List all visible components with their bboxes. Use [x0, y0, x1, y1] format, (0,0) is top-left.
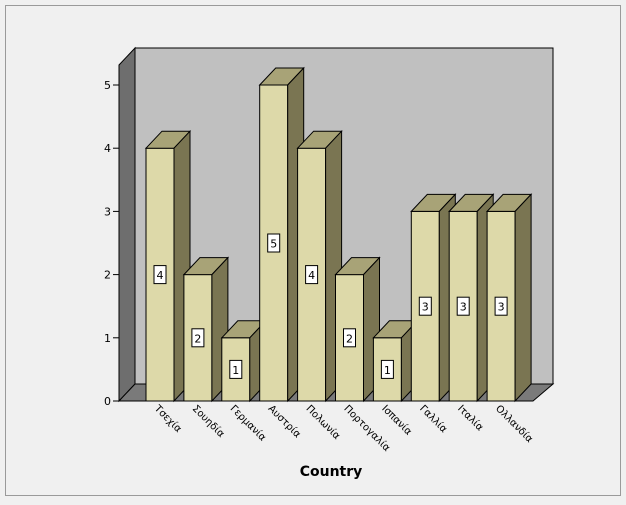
- x-tick-label: Γερμανία: [228, 403, 269, 444]
- x-tick-label: Ιταλία: [455, 403, 486, 434]
- data-label-box: [229, 359, 243, 379]
- bar: 1: [220, 319, 267, 403]
- data-label-box: [305, 265, 319, 285]
- data-label: 3: [498, 301, 505, 314]
- y-tick-label: 0: [104, 395, 111, 408]
- y-tick-label: 1: [104, 332, 111, 345]
- data-label: 1: [384, 364, 391, 377]
- data-label-box: [418, 296, 432, 316]
- data-label: 1: [232, 364, 239, 377]
- bar: 3: [410, 193, 457, 403]
- data-label-box: [267, 233, 281, 253]
- x-tick-label: Ολλανδία: [493, 403, 536, 446]
- bars-group: 4 2 1 5 4 2 1 3 3 3: [144, 66, 533, 403]
- x-tick-label: Πολωνία: [303, 403, 343, 443]
- data-label: 4: [308, 269, 315, 282]
- data-label-box: [380, 359, 394, 379]
- data-label: 2: [346, 332, 353, 345]
- data-label: 3: [422, 301, 429, 314]
- data-label: 4: [157, 269, 164, 282]
- data-label-box: [456, 296, 470, 316]
- bar: 2: [182, 256, 230, 403]
- bar-side: [514, 193, 532, 403]
- bar: 4: [296, 129, 343, 403]
- x-tick-label: Αυστρία: [266, 403, 304, 441]
- y-tick-label: 3: [104, 205, 111, 218]
- data-label-box: [153, 265, 167, 285]
- x-axis-title: Country: [300, 464, 363, 480]
- x-tick-label: Σουηδία: [190, 403, 228, 441]
- data-label: 3: [460, 301, 467, 314]
- y-axis-ticks: 0 1 2 3 4 5: [104, 79, 119, 408]
- data-label: 2: [194, 332, 201, 345]
- y-tick-label: 4: [104, 142, 111, 155]
- x-tick-label: Τσεχία: [151, 402, 184, 435]
- bar: 3: [485, 193, 533, 403]
- plot-left-wall: [118, 46, 136, 403]
- data-label-box: [191, 328, 205, 348]
- x-tick-label: Γαλλία: [417, 403, 450, 436]
- x-tick-label: Ισπανία: [379, 403, 414, 438]
- chart-border: [5, 5, 621, 496]
- data-label-box: [494, 296, 508, 316]
- data-label-box: [343, 328, 356, 348]
- y-tick-label: 2: [104, 269, 111, 282]
- y-tick-label: 5: [104, 79, 111, 92]
- data-label: 5: [270, 238, 277, 251]
